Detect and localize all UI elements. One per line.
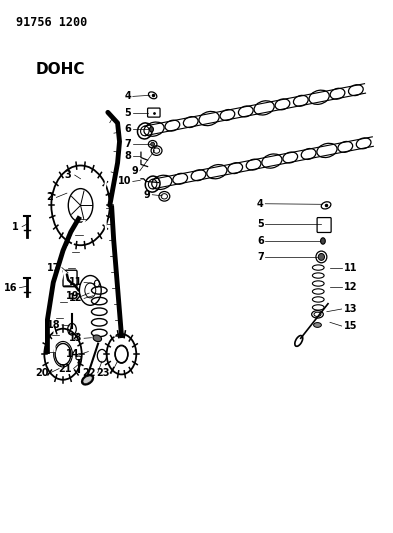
Text: 13: 13 [69,333,83,343]
Ellipse shape [318,254,325,261]
Text: 20: 20 [35,368,49,378]
Ellipse shape [151,142,154,146]
Text: 6: 6 [257,236,264,246]
Text: 3: 3 [64,170,71,180]
Ellipse shape [93,335,101,342]
Text: 17: 17 [47,263,60,272]
Text: 19: 19 [66,291,80,301]
Text: 9: 9 [144,190,151,200]
Text: 12: 12 [69,293,83,303]
Text: 14: 14 [66,349,79,359]
Ellipse shape [321,238,325,244]
Text: 11: 11 [343,263,357,272]
Ellipse shape [149,127,153,132]
Text: 5: 5 [125,108,131,118]
Text: 13: 13 [343,304,357,314]
Text: 1: 1 [11,222,18,232]
Text: 18: 18 [47,320,60,330]
Ellipse shape [83,376,92,384]
Text: 2: 2 [46,192,53,203]
Text: 15: 15 [343,321,357,331]
Text: 16: 16 [4,283,17,293]
Text: 22: 22 [83,368,96,378]
Text: DOHC: DOHC [36,62,85,77]
Text: 11: 11 [69,278,83,287]
Text: 12: 12 [343,282,357,292]
Ellipse shape [314,322,321,327]
Text: 10: 10 [118,176,131,187]
Text: 6: 6 [125,124,131,134]
Text: 7: 7 [125,139,131,149]
Text: 5: 5 [257,219,264,229]
Text: 9: 9 [132,166,138,176]
Text: 7: 7 [257,252,264,262]
Text: 8: 8 [124,151,131,161]
Text: 4: 4 [257,199,264,209]
Text: 4: 4 [125,91,131,101]
Text: 21: 21 [59,364,72,374]
Text: 23: 23 [96,368,110,378]
Text: 91756 1200: 91756 1200 [16,15,88,29]
